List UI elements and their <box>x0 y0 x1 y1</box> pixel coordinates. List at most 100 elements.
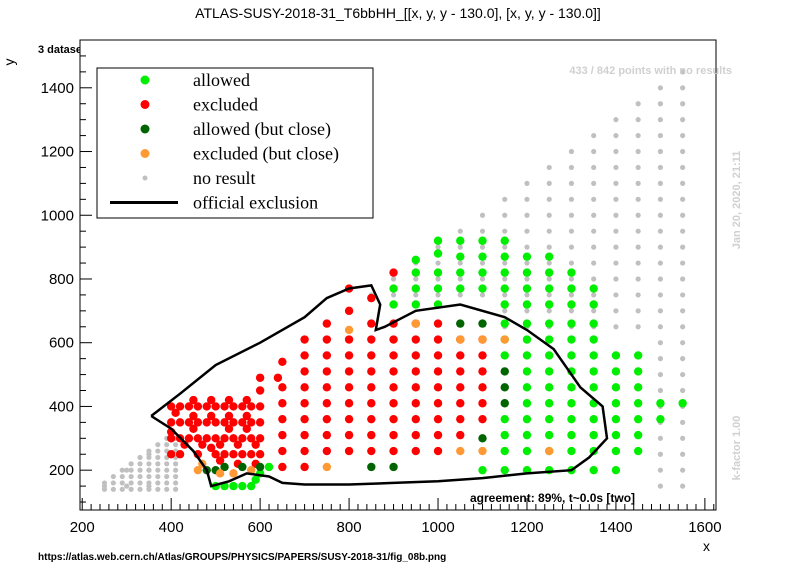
allowed-point <box>500 252 509 261</box>
no-result-point <box>173 442 179 448</box>
excluded-point <box>433 335 443 344</box>
no-result-point <box>457 228 463 234</box>
no-result-point <box>164 467 170 473</box>
no-result-point <box>680 196 686 202</box>
no-result-point <box>479 276 486 282</box>
allowed-point <box>678 399 687 408</box>
excluded-point <box>389 446 398 456</box>
excluded-point <box>171 408 180 418</box>
excluded-point <box>322 430 332 440</box>
allowed-point <box>500 319 509 328</box>
allowed-close-point <box>500 399 509 408</box>
excluded-point <box>184 402 194 411</box>
excluded-point <box>389 399 398 408</box>
legend-label: no result <box>193 168 256 188</box>
excluded-point <box>238 402 247 411</box>
official-exclusion-curve <box>150 284 609 488</box>
excluded-point <box>456 367 465 376</box>
no-result-point <box>568 212 575 218</box>
no-result-point <box>524 196 530 202</box>
allowed-close-point <box>456 319 465 328</box>
x-tick-label: 1600 <box>688 519 721 536</box>
no-result-point <box>128 480 134 486</box>
no-result-point <box>524 292 530 298</box>
no-result-point <box>119 467 125 473</box>
no-result-point <box>591 180 597 186</box>
legend-marker <box>140 75 150 85</box>
no-result-point <box>657 180 664 186</box>
excluded-point <box>175 418 185 427</box>
allowed-point <box>633 430 643 440</box>
allowed-point <box>500 284 509 293</box>
no-result-point <box>568 148 575 155</box>
no-result-point <box>680 101 686 107</box>
allowed-point <box>611 399 621 408</box>
excluded-point <box>255 402 265 411</box>
no-result-point <box>137 473 143 480</box>
no-result-point <box>680 132 686 139</box>
allowed-point <box>522 268 532 277</box>
no-result-point <box>635 244 641 250</box>
no-result-point <box>502 196 508 202</box>
no-result-point <box>657 467 664 473</box>
excluded-point <box>242 411 251 421</box>
excluded-point <box>255 418 265 427</box>
no-result-point <box>680 164 686 171</box>
excluded-point <box>433 383 443 392</box>
no-result-point <box>155 486 161 492</box>
no-result-point <box>635 101 641 107</box>
no-result-point <box>173 473 179 480</box>
no-result-point <box>657 85 664 91</box>
excluded-point <box>220 450 229 459</box>
allowed-point <box>611 465 621 475</box>
no-result-point <box>657 132 664 139</box>
excluded-close-point <box>229 469 238 478</box>
kfactor-note: k-factor 1.00 <box>731 416 743 481</box>
no-result-point <box>146 448 152 454</box>
no-result-point <box>657 101 664 107</box>
allowed-point <box>411 268 420 277</box>
allowed-point <box>545 430 554 440</box>
no-result-point <box>457 292 463 298</box>
excluded-point <box>344 335 354 344</box>
no-result-point <box>613 308 619 314</box>
no-result-point <box>155 461 161 467</box>
allowed-point <box>589 414 598 424</box>
y-tick-label: 1200 <box>41 144 74 161</box>
allowed-point <box>589 367 598 376</box>
excluded-point <box>278 357 287 367</box>
no-result-point <box>680 292 686 298</box>
no-result-point <box>613 180 619 186</box>
allowed-point <box>611 414 621 424</box>
no-result-point <box>635 308 641 314</box>
no-result-point <box>155 473 161 480</box>
legend-label: allowed <box>193 70 250 90</box>
excluded-point <box>411 430 420 440</box>
allowed-point <box>611 383 621 392</box>
allowed-point <box>522 351 532 360</box>
no-result-point <box>680 483 686 489</box>
no-result-point <box>137 461 143 467</box>
excluded-point <box>193 418 203 427</box>
no-result-point <box>568 228 575 234</box>
excluded-point <box>344 446 354 456</box>
excluded-point <box>220 434 229 443</box>
no-result-point <box>680 228 686 234</box>
no-result-point <box>502 244 508 250</box>
allowed-point <box>522 300 532 309</box>
excluded-point <box>166 434 176 443</box>
excluded-point <box>211 450 220 459</box>
no-result-point <box>101 486 108 492</box>
allowed-point <box>633 399 643 408</box>
allowed-point <box>567 430 576 440</box>
no-result-point <box>657 324 664 330</box>
excluded-point <box>322 414 332 424</box>
no-result-point <box>680 260 686 266</box>
allowed-point <box>611 446 621 456</box>
excluded-point <box>478 367 487 376</box>
excluded-point <box>433 367 443 376</box>
excluded-point <box>411 335 420 344</box>
no-result-point <box>613 260 619 266</box>
no-result-point <box>613 244 619 250</box>
allowed-point <box>433 268 443 277</box>
